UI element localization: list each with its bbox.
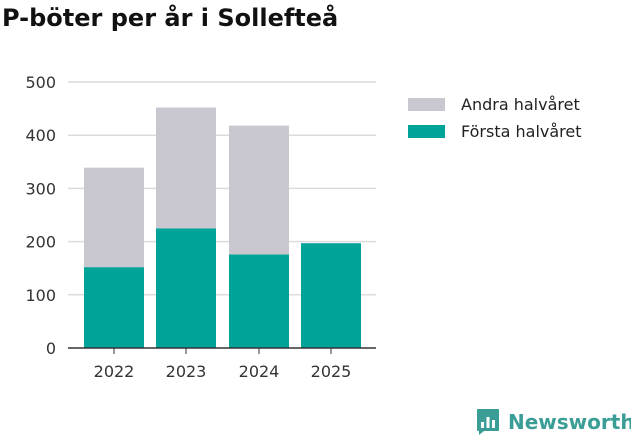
legend-swatch-forsta xyxy=(408,125,445,138)
legend-item-forsta: Första halvåret xyxy=(408,118,582,145)
bar-forsta-halvaret-2022 xyxy=(84,267,144,348)
y-tick-label: 500 xyxy=(25,73,56,92)
brand: Newsworthy xyxy=(476,408,631,436)
bar-andra-halvaret-2023 xyxy=(156,107,216,229)
y-tick-label: 200 xyxy=(25,233,56,252)
bar-forsta-halvaret-2024 xyxy=(229,254,289,348)
x-tick-label: 2023 xyxy=(166,362,207,381)
bar-forsta-halvaret-2023 xyxy=(156,228,216,348)
legend-item-andra: Andra halvåret xyxy=(408,91,582,118)
chart-title: P-böter per år i Sollefteå xyxy=(2,4,339,32)
legend-label-forsta: Första halvåret xyxy=(461,122,582,141)
x-tick-label: 2022 xyxy=(94,362,135,381)
y-tick-label: 300 xyxy=(25,179,56,198)
y-tick-label: 0 xyxy=(46,339,56,358)
legend-swatch-andra xyxy=(408,98,445,111)
bar-andra-halvaret-2024 xyxy=(229,125,289,255)
brand-name: Newsworthy xyxy=(508,410,631,434)
axes: 0 100 200 300 400 500 2022 2023 2024 2025 xyxy=(25,73,376,381)
x-tick-label: 2025 xyxy=(311,362,352,381)
newsworthy-logo-icon xyxy=(477,409,499,435)
y-tick-label: 100 xyxy=(25,286,56,305)
legend: Andra halvåret Första halvåret xyxy=(408,91,582,145)
x-tick-label: 2024 xyxy=(239,362,280,381)
legend-label-andra: Andra halvåret xyxy=(461,95,580,114)
bar-forsta-halvaret-2025 xyxy=(301,243,361,348)
y-tick-label: 400 xyxy=(25,126,56,145)
bar-andra-halvaret-2022 xyxy=(84,167,144,268)
bars xyxy=(84,107,361,348)
